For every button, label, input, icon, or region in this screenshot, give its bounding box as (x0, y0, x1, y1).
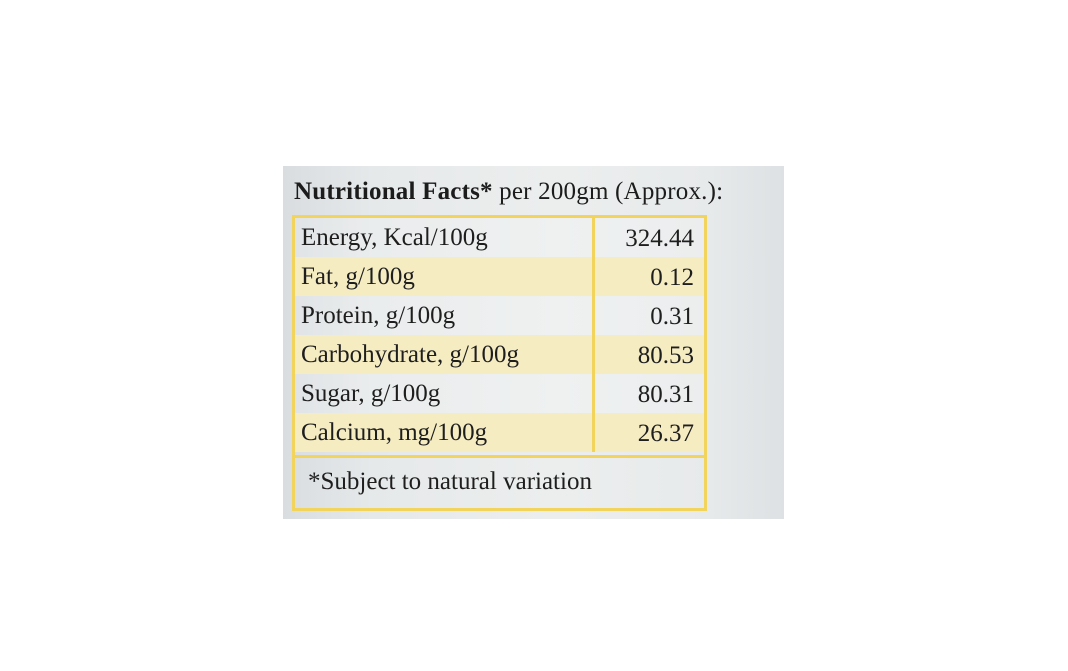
nutrient-name: Fat, g/100g (295, 257, 595, 296)
nutrient-value: 0.12 (650, 264, 694, 291)
table-row: Calcium, mg/100g 26.37 (295, 413, 704, 452)
nutrition-label: Nutritional Facts* per 200gm (Approx.): … (283, 166, 784, 519)
nutrient-name: Energy, Kcal/100g (295, 218, 595, 257)
nutrition-table: Energy, Kcal/100g 324.44 Fat, g/100g 0.1… (292, 215, 707, 511)
nutrient-name: Carbohydrate, g/100g (295, 335, 595, 374)
nutrient-value: 80.31 (637, 381, 694, 408)
nutrient-value: 324.44 (625, 225, 694, 252)
nutrient-value: 26.37 (637, 420, 694, 447)
heading-title: Nutritional Facts* (294, 178, 493, 205)
table-row: Energy, Kcal/100g 324.44 (295, 218, 704, 257)
nutrient-value: 0.31 (650, 303, 694, 330)
heading-serving: per 200gm (Approx.): (492, 178, 724, 205)
table-row: Carbohydrate, g/100g 80.53 (295, 335, 704, 374)
table-row: Fat, g/100g 0.12 (295, 257, 704, 296)
nutrient-name: Protein, g/100g (295, 296, 595, 335)
nutrient-value: 80.53 (637, 342, 694, 369)
nutrient-name: Sugar, g/100g (295, 374, 595, 413)
table-row: Protein, g/100g 0.31 (295, 296, 704, 335)
table-row: Sugar, g/100g 80.31 (295, 374, 704, 413)
nutrition-rows: Energy, Kcal/100g 324.44 Fat, g/100g 0.1… (295, 218, 704, 458)
footnote: *Subject to natural variation (308, 468, 592, 495)
nutrition-heading: Nutritional Facts* per 200gm (Approx.): (294, 178, 723, 206)
nutrient-name: Calcium, mg/100g (295, 413, 595, 452)
